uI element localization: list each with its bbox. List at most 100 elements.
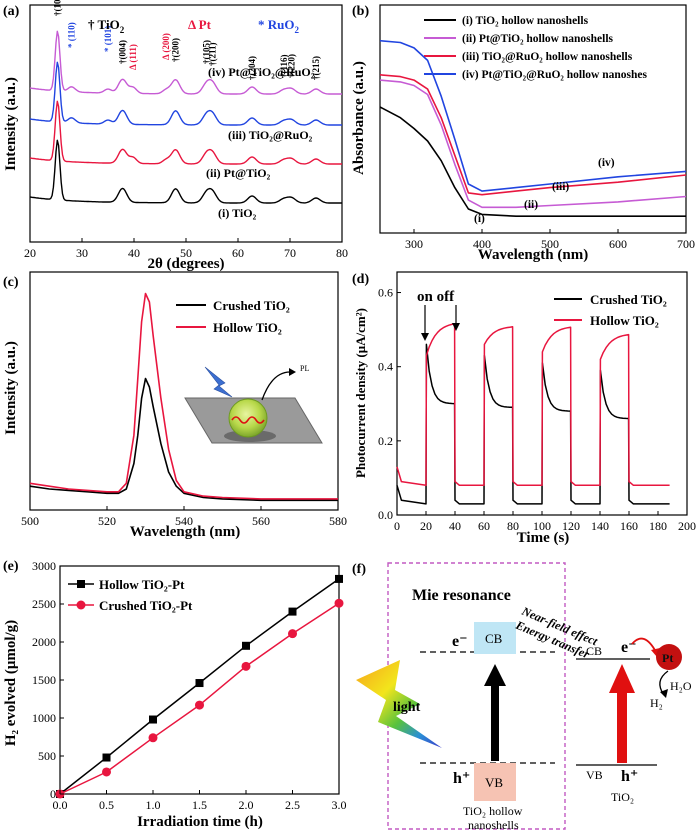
pl-arrow-icon [261, 371, 291, 401]
vb-box [474, 763, 516, 801]
data-point-0-1 [102, 753, 111, 762]
electron-label: e⁻ [452, 633, 468, 650]
y-tick-label: 0.2 [378, 434, 393, 448]
x-tick-label: 500 [21, 514, 39, 528]
data-point-0-6 [335, 574, 343, 583]
panel-a-legend-pt: Δ Pt [188, 17, 212, 32]
x-tick-label: 80 [336, 246, 348, 260]
x-tick-label: 40 [449, 519, 461, 533]
legend-label-1: Hollow TiO₂ [213, 320, 282, 335]
legend-label-0: Crushed TiO₂ [590, 292, 667, 307]
x-axis-label: 2θ (degrees) [147, 256, 224, 272]
x-axis-label: Irradiation time (h) [137, 814, 263, 830]
y-tick-label: 500 [38, 749, 56, 763]
hole-right-label: h⁺ [621, 768, 638, 785]
series-label-2: (iii) TiO₂@RuO₂ [228, 128, 313, 142]
x-tick-label: 2.0 [239, 798, 254, 812]
pt-label: Pt [662, 651, 673, 665]
h2o-label: H₂O [670, 679, 692, 693]
vb-label: VB [485, 775, 503, 790]
data-point-0-5 [288, 607, 297, 616]
legend-label-0: Hollow TiO₂-Pt [99, 577, 185, 592]
panel-c-frame [29, 271, 339, 511]
peak-label-12: †(215) [311, 56, 321, 80]
data-point-1-6 [334, 598, 344, 608]
y-tick-label: 0 [50, 787, 56, 801]
panel-c-letter: (c) [3, 275, 19, 290]
y-tick-label: 2000 [32, 635, 56, 649]
legend-label-0: Crushed TiO₂ [213, 298, 290, 313]
x-tick-label: 140 [591, 519, 609, 533]
x-tick-label: 0.5 [99, 798, 114, 812]
x-axis-label: Time (s) [517, 530, 570, 546]
legend-label-2: (iii) TiO₂@RuO₂ hollow nanoshells [462, 51, 633, 63]
excitation-bolt-icon [204, 366, 233, 398]
peak-label-10: †(116) [279, 54, 289, 78]
cb-label: CB [485, 631, 503, 646]
y-tick-label: 0.6 [378, 286, 393, 300]
panel-b-frame [379, 4, 687, 234]
data-point-0-4 [242, 641, 250, 650]
panel-b-letter: (b) [352, 4, 369, 19]
peak-label-4: Δ (111) [128, 44, 138, 70]
x-tick-label: 540 [175, 514, 193, 528]
panel-f: (f) Mie resonance CB VB e⁻ h⁺ light TiO₂… [352, 562, 692, 832]
on-off-annotation: on off [417, 289, 455, 305]
data-point-1-5 [288, 629, 297, 639]
x-tick-label: 700 [677, 237, 695, 251]
x-tick-label: 520 [98, 514, 116, 528]
panel-b-plot: (i) TiO₂ hollow nanoshells (ii) Pt@TiO₂ h… [351, 15, 695, 263]
red-excitation-head [609, 664, 635, 693]
y-tick-label: 1500 [32, 673, 56, 687]
series-line-3 [379, 39, 687, 192]
x-tick-label: 30 [76, 246, 88, 260]
h2-label: H₂ [650, 696, 663, 710]
hollow-caption-1: TiO₂ hollow [463, 804, 523, 818]
wave-icon [231, 416, 265, 424]
peak-label-2: * (101) [103, 26, 113, 52]
panel-b: (b) (i) TiO₂ hollow nanoshells (ii) Pt@Ti… [351, 4, 695, 263]
peak-label-3: †(004) [118, 40, 128, 64]
panel-e-letter: (e) [3, 559, 19, 574]
peak-label-11: †(220) [287, 54, 297, 78]
series-tag-2: (iii) [552, 181, 569, 193]
excitation-arrow-head [484, 664, 506, 686]
panel-a-letter: (a) [3, 4, 20, 19]
peak-label-1: * (110) [67, 22, 77, 48]
hollow-sphere-icon [228, 398, 268, 438]
panel-c: (c) Crushed TiO₂ Hollow TiO₂ 500 520 540 560 5… [3, 271, 347, 540]
legend-label-0: (i) TiO₂ hollow nanoshells [462, 15, 589, 27]
series-label-1: (ii) Pt@TiO₂ [206, 166, 271, 180]
x-tick-label: 1.0 [146, 798, 161, 812]
y-tick-label: 0.4 [378, 360, 393, 374]
x-tick-label: 50 [180, 246, 192, 260]
peak-label-6: †(200) [171, 38, 181, 62]
series-line-3 [29, 30, 342, 95]
cb-box [474, 622, 516, 654]
x-tick-label: 600 [609, 237, 627, 251]
series-line-1 [379, 79, 687, 209]
light-bolt-icon [356, 660, 442, 748]
y-tick-label: 1000 [32, 711, 56, 725]
x-tick-label: 200 [678, 519, 696, 533]
x-tick-label: 2.5 [285, 798, 300, 812]
legend-label-3: (iv) Pt@TiO₂@RuO₂ hollow nanoshes [462, 69, 647, 81]
panel-d-letter: (d) [352, 272, 369, 287]
peak-label-7: †(105) [201, 40, 211, 64]
pl-label: PL [300, 364, 309, 373]
pt-particle-icon [656, 644, 682, 670]
x-tick-label: 300 [405, 237, 423, 251]
x-tick-label: 120 [562, 519, 580, 533]
panel-f-letter: (f) [352, 562, 366, 577]
cb-right-label: CB [586, 644, 602, 658]
y-axis-label: Intensity (a.u.) [3, 341, 19, 435]
light-label: light [393, 700, 421, 715]
x-tick-label: 60 [232, 246, 244, 260]
x-tick-label: 0.0 [53, 798, 68, 812]
x-tick-label: 80 [507, 519, 519, 533]
peak-label-5: Δ (200) [161, 33, 171, 60]
off-arrow-head [452, 323, 460, 331]
x-tick-label: 160 [620, 519, 638, 533]
panel-a-legend-ruo2: * RuO2 [258, 17, 299, 35]
hole-label: h⁺ [453, 770, 470, 787]
